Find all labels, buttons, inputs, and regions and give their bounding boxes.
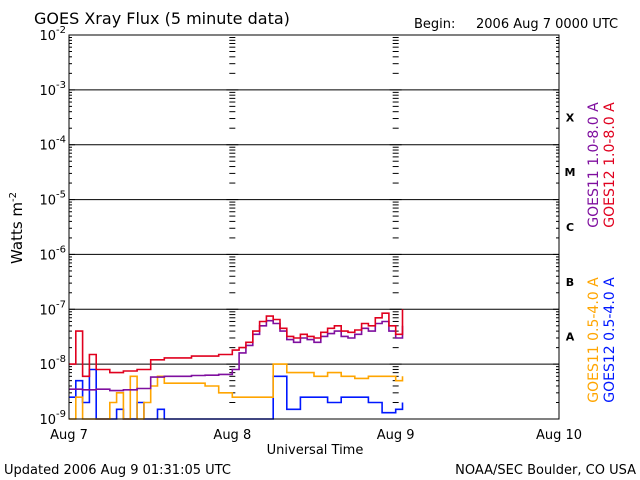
y-tick-exponent: -5 — [56, 190, 66, 201]
y-tick-label: 10-9 — [39, 409, 66, 428]
y-tick-exponent: -3 — [56, 80, 66, 91]
y-tick-label: 10-3 — [39, 80, 66, 99]
x-tick-labels: Aug 7 Aug 8 Aug 9 Aug 10 — [50, 428, 582, 443]
y-tick-exponent: -8 — [56, 354, 66, 365]
chart-title: GOES Xray Flux (5 minute data) — [34, 9, 290, 28]
y-tick-exponent: -6 — [56, 244, 66, 255]
flare-class-C: C — [566, 221, 574, 234]
flare-class-M: M — [565, 166, 576, 179]
begin-label: Begin: — [414, 17, 455, 32]
y-tick-label: 10-5 — [39, 190, 66, 209]
y-axis-title-sup: -2 — [8, 192, 19, 202]
flare-class-A: A — [566, 331, 575, 344]
y-tick-labels: 10-210-310-410-510-610-710-810-9 — [39, 25, 66, 428]
series-line-goes12-1-0-8-0-a — [69, 309, 404, 378]
y-tick-label: 10-4 — [39, 135, 66, 154]
y-tick-base: 10 — [39, 84, 56, 99]
y-tick-label: 10-6 — [39, 244, 66, 263]
y-tick-label: 10-7 — [39, 299, 66, 318]
y-tick-exponent: -7 — [56, 299, 66, 310]
updated-timestamp: Updated 2006 Aug 9 01:31:05 UTC — [4, 463, 231, 478]
source-credit: NOAA/SEC Boulder, CO USA — [455, 463, 636, 478]
begin-value: 2006 Aug 7 0000 UTC — [476, 17, 618, 32]
y-tick-base: 10 — [39, 139, 56, 154]
flare-class-labels: X M C B A — [565, 111, 576, 343]
legend-entry: GOES12 1.0-8.0 A — [602, 102, 618, 228]
y-tick-exponent: -2 — [56, 25, 66, 36]
y-tick-exponent: -4 — [56, 135, 66, 146]
x-axis-title: Universal Time — [267, 443, 364, 458]
legend-entry: GOES12 0.5-4.0 A — [602, 277, 618, 403]
series-line-goes11-0-5-4-0-a — [69, 363, 404, 420]
y-tick-base: 10 — [39, 358, 56, 373]
y-axis-title-group: Watts m-2 — [8, 192, 26, 264]
y-tick-base: 10 — [39, 29, 56, 44]
y-tick-base: 10 — [39, 413, 56, 428]
y-tick-base: 10 — [39, 194, 56, 209]
y-tick-label: 10-2 — [39, 25, 66, 44]
flare-class-X: X — [566, 111, 575, 124]
y-tick-base: 10 — [39, 303, 56, 318]
legend-entry: GOES11 0.5-4.0 A — [586, 277, 602, 403]
grid-lines — [69, 89, 559, 365]
y-tick-exponent: -9 — [56, 409, 66, 420]
legend: GOES11 1.0-8.0 A GOES12 1.0-8.0 A GOES11 0… — [586, 102, 618, 403]
x-tick-label: Aug 10 — [536, 428, 582, 443]
plot-frame — [68, 34, 560, 420]
y-axis-title: Watts m-2 — [8, 192, 26, 264]
flare-class-B: B — [566, 276, 574, 289]
legend-entry: GOES11 1.0-8.0 A — [586, 102, 602, 228]
x-tick-label: Aug 9 — [377, 428, 415, 443]
x-tick-label: Aug 8 — [213, 428, 251, 443]
y-tick-label: 10-8 — [39, 354, 66, 373]
y-axis-title-text: Watts m — [8, 202, 26, 264]
x-tick-label: Aug 7 — [50, 428, 88, 443]
y-tick-base: 10 — [39, 248, 56, 263]
